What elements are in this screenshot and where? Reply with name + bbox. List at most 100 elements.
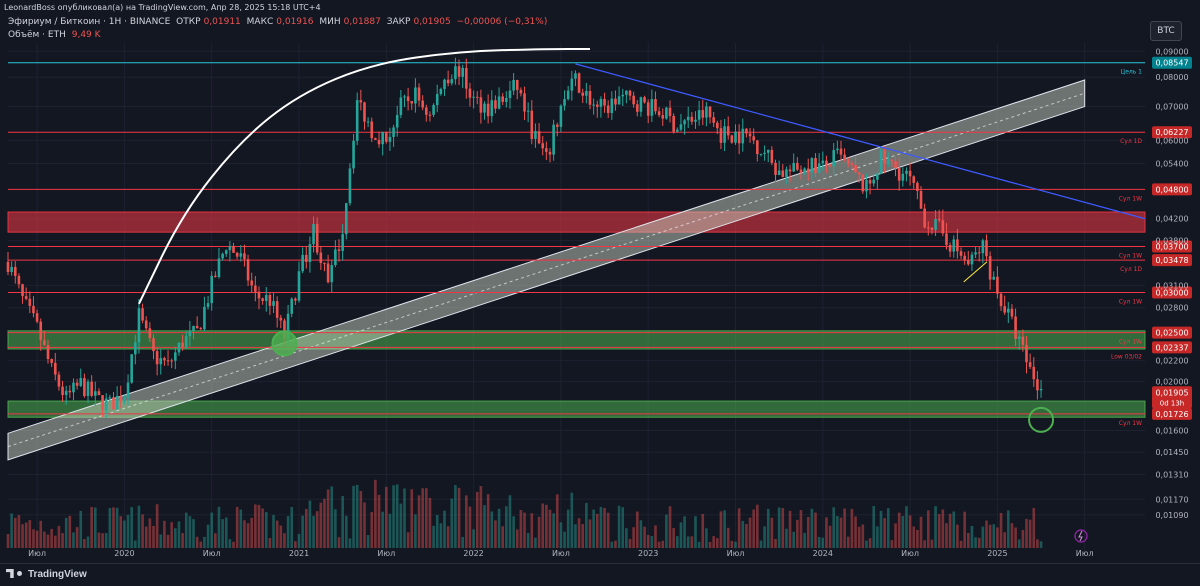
volume-bar [683,516,686,548]
volume-bar [352,485,355,548]
volume-bar [748,517,752,548]
volume-bar [250,517,254,548]
volume-bar [297,533,301,548]
volume-bar [141,514,144,548]
candle-body [908,170,912,177]
candle-body [323,262,326,264]
candle-body [559,105,563,127]
candle-body [304,254,308,262]
volume-bar [228,539,232,548]
volume-bar [926,510,930,548]
volume-bar [796,519,799,548]
volume-bar [756,504,759,548]
volume-bar [217,506,221,548]
volume-bar [828,525,832,548]
volume-bar [10,513,13,548]
volume-bar [814,512,817,548]
candle-body [24,296,28,299]
volume-bar [188,516,192,548]
volume-bar [104,532,108,548]
candle-body [676,129,679,132]
volume-bar [912,526,916,548]
candle-body [763,152,766,154]
volume-bar [865,540,868,548]
time-tick-label: 2024 [813,549,833,558]
candle-body [348,168,352,204]
volume-bar [385,486,388,548]
volume-bar [454,485,457,548]
candle-body [381,131,384,145]
symbol-name[interactable]: Эфириум / Биткоин · 1Н · BINANCE [8,17,171,27]
candle-body [1017,336,1021,339]
volume-bar [97,532,101,548]
channel-midline [7,92,1085,448]
volume-bar [723,510,726,548]
candle-body [963,255,966,261]
volume-bar [599,506,603,548]
candle-body [290,298,294,314]
price-tick-label: 0,07000 [1155,103,1188,112]
volume-bar [494,520,497,548]
volume-bar [708,541,712,548]
tradingview-logo[interactable]: TradingView [6,569,87,580]
volume-bar [686,536,690,548]
volume-bar [781,508,785,548]
volume-bar [432,525,435,548]
candle-body [64,390,68,396]
volume-bar [937,514,941,548]
candle-body [374,138,377,140]
volume-bar [661,540,665,548]
candle-body [6,261,10,272]
volume-bar [792,531,795,548]
volume-bar [79,510,83,548]
volume-bar [457,487,461,548]
volume-bars [6,479,1043,548]
time-tick-label: Июл [901,549,919,558]
candle-body [621,94,625,97]
volume-bar [570,492,574,548]
candle-body [126,382,130,398]
volume-bar [341,495,344,548]
volume-bar [741,520,745,548]
volume-bar [392,485,395,548]
low-value: 0,01887 [343,17,381,27]
candle-body [86,381,90,397]
time-tick-label: Июл [1076,549,1094,558]
volume-bar [254,504,257,548]
volume-bar [497,508,501,548]
volume-bar [625,528,628,548]
candle-body [319,252,323,263]
volume-bar [177,521,181,548]
candle-body [414,87,417,104]
candle-body [905,170,908,174]
candle-body [13,266,17,276]
volume-bar [465,495,468,548]
candle-body [770,149,774,163]
price-axis: 0,08547 0,06227 0,04800 0,03700 0,03478 0,030… [1146,0,1200,563]
volume-bar [28,520,32,548]
candle-body [635,104,639,112]
volume-bar [334,509,337,548]
volume-bar [399,503,403,548]
volume-bar [697,541,701,548]
candle-body [94,391,97,396]
candle-body [774,162,777,175]
candle-body [203,306,206,330]
volume-label[interactable]: Объём · ETH [8,30,66,40]
volume-bar [64,517,68,548]
volume-bar [646,534,650,548]
candle-body [155,351,159,365]
candle-body [719,128,723,143]
volume-bar [883,518,886,548]
volume-bar [381,511,384,548]
candle-body [1039,388,1043,391]
candle-body [83,378,86,397]
volume-bar [323,498,326,548]
candle-body [996,276,999,294]
volume-bar [1021,529,1025,548]
currency-badge[interactable]: BTC [1150,21,1182,41]
volume-bar [425,488,428,548]
support-circle [271,330,298,357]
candle-body [134,342,137,355]
